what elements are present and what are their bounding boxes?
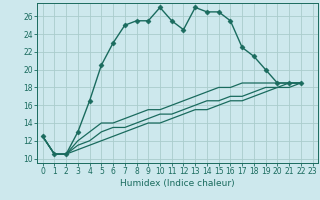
X-axis label: Humidex (Indice chaleur): Humidex (Indice chaleur) — [120, 179, 235, 188]
